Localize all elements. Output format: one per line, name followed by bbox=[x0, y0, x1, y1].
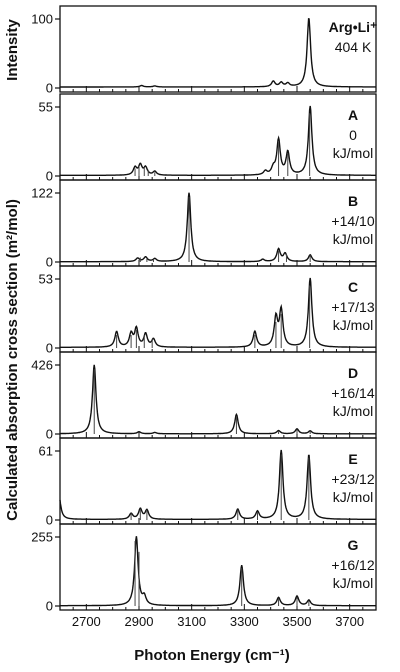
panel-energy-C-2: kJ/mol bbox=[333, 317, 373, 333]
panel-label-exp: Arg•Li⁺ bbox=[329, 19, 378, 35]
panel-frame-B bbox=[59, 179, 377, 267]
y-tick-label-D-1: 0 bbox=[46, 427, 53, 442]
panel-D: 426 0 D +16/14 kJ/mol bbox=[31, 351, 377, 442]
y-tick-label-exp-0: 100 bbox=[31, 12, 53, 27]
spectrum-line-A bbox=[60, 105, 376, 176]
panel-frame-E bbox=[59, 437, 377, 525]
panel-energy-exp-1: 404 K bbox=[335, 39, 372, 55]
y-tick-label-G-0: 255 bbox=[31, 530, 53, 545]
spectrum-line-exp bbox=[60, 18, 376, 88]
cross-section-axis-label: Calculated absorption cross section (m²/… bbox=[4, 199, 21, 521]
y-tick-label-C-1: 0 bbox=[46, 341, 53, 356]
spectrum-line-G bbox=[60, 536, 376, 607]
panel-label-A: A bbox=[348, 107, 358, 123]
y-tick-label-A-1: 0 bbox=[46, 169, 53, 184]
panel-energy-C-1: +17/13 bbox=[331, 299, 374, 315]
panel-energy-A-1: 0 bbox=[349, 127, 357, 143]
spectrum-line-D bbox=[60, 364, 376, 435]
y-tick-label-B-1: 0 bbox=[46, 255, 53, 270]
spectrum-line-E bbox=[59, 449, 376, 520]
panel-frame-D bbox=[59, 351, 377, 439]
spectrum-line-C bbox=[60, 277, 376, 348]
y-tick-label-G-1: 0 bbox=[46, 599, 53, 614]
panel-energy-E-1: +23/12 bbox=[331, 471, 374, 487]
panel-E: 61 0 E +23/12 kJ/mol bbox=[39, 437, 377, 528]
panel-energy-A-2: kJ/mol bbox=[333, 145, 373, 161]
panel-label-D: D bbox=[348, 365, 358, 381]
intensity-axis-label: Intensity bbox=[4, 19, 21, 81]
panel-frame-G bbox=[59, 523, 377, 611]
panel-label-G: G bbox=[348, 537, 359, 553]
spectrum-line-B bbox=[60, 192, 376, 263]
y-tick-label-E-0: 61 bbox=[39, 444, 53, 459]
x-tick-label-0: 2700 bbox=[72, 614, 101, 629]
y-tick-label-E-1: 0 bbox=[46, 513, 53, 528]
x-tick-label-1: 2900 bbox=[125, 614, 154, 629]
y-tick-label-exp-1: 0 bbox=[46, 81, 53, 96]
panel-energy-D-2: kJ/mol bbox=[333, 403, 373, 419]
panel-B: 122 0 B +14/10 kJ/mol bbox=[31, 179, 377, 270]
panel-label-B: B bbox=[348, 193, 358, 209]
panel-energy-E-2: kJ/mol bbox=[333, 489, 373, 505]
y-tick-label-D-0: 426 bbox=[31, 358, 53, 373]
x-tick-label-4: 3500 bbox=[283, 614, 312, 629]
panel-A: 55 0 A 0 kJ/mol bbox=[39, 93, 377, 184]
panel-energy-B-2: kJ/mol bbox=[333, 231, 373, 247]
panel-C: 53 0 C +17/13 kJ/mol bbox=[39, 265, 377, 356]
x-tick-label-2: 3100 bbox=[177, 614, 206, 629]
panel-exp: 100 0 Arg•Li⁺ 404 K bbox=[31, 5, 378, 96]
y-tick-label-B-0: 122 bbox=[31, 186, 53, 201]
panel-label-E: E bbox=[348, 451, 357, 467]
panel-energy-G-1: +16/12 bbox=[331, 557, 374, 573]
panel-energy-B-1: +14/10 bbox=[331, 213, 374, 229]
panel-frame-A bbox=[59, 93, 377, 181]
y-tick-label-C-0: 53 bbox=[39, 272, 53, 287]
y-tick-label-A-0: 55 bbox=[39, 100, 53, 115]
x-tick-label-3: 3300 bbox=[230, 614, 259, 629]
panel-G: 255 0 G +16/12 kJ/mol bbox=[31, 523, 377, 614]
panel-label-C: C bbox=[348, 279, 358, 295]
panel-energy-G-2: kJ/mol bbox=[333, 575, 373, 591]
x-axis-label: Photon Energy (cm⁻¹) bbox=[134, 647, 289, 664]
panel-frame-C bbox=[59, 265, 377, 353]
panel-energy-D-1: +16/14 bbox=[331, 385, 374, 401]
x-tick-label-5: 3700 bbox=[335, 614, 364, 629]
